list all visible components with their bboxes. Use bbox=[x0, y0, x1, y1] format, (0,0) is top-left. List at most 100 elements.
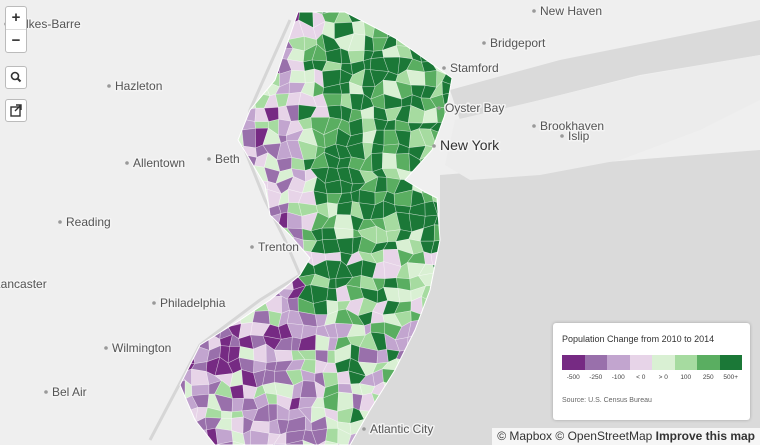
municipality bbox=[231, 84, 243, 98]
municipality bbox=[311, 59, 328, 72]
municipality bbox=[360, 12, 378, 14]
municipality bbox=[396, 12, 410, 27]
municipality bbox=[207, 228, 221, 245]
municipality bbox=[226, 21, 240, 39]
municipality bbox=[459, 0, 471, 15]
municipality bbox=[232, 440, 247, 445]
municipality bbox=[239, 212, 259, 232]
municipality bbox=[230, 272, 242, 288]
municipality bbox=[251, 0, 268, 10]
municipality bbox=[418, 12, 434, 16]
municipality bbox=[255, 214, 268, 232]
municipality bbox=[401, 94, 413, 108]
zoom-out[interactable]: − bbox=[6, 29, 26, 52]
municipality bbox=[370, 241, 389, 255]
zoom-in[interactable]: + bbox=[11, 9, 21, 26]
municipality bbox=[314, 359, 329, 374]
municipality bbox=[370, 79, 385, 100]
legend-bin: -500 bbox=[562, 355, 585, 381]
municipality bbox=[255, 127, 269, 149]
share-button[interactable] bbox=[5, 99, 27, 122]
municipality bbox=[313, 299, 328, 315]
municipality bbox=[304, 68, 315, 84]
municipality bbox=[324, 179, 343, 194]
municipality bbox=[302, 176, 318, 194]
municipality bbox=[204, 68, 223, 83]
municipality bbox=[263, 152, 281, 172]
place-dot bbox=[125, 161, 129, 165]
municipality bbox=[315, 334, 330, 351]
municipality bbox=[372, 129, 385, 146]
municipality bbox=[350, 182, 367, 194]
municipality bbox=[214, 80, 233, 98]
place-label: Brookhaven bbox=[540, 119, 604, 133]
legend-swatch bbox=[584, 355, 607, 370]
municipality bbox=[362, 12, 377, 22]
municipality bbox=[419, 240, 435, 255]
municipality bbox=[180, 217, 193, 229]
municipality bbox=[229, 31, 243, 51]
municipality bbox=[327, 278, 337, 289]
municipality bbox=[346, 12, 363, 13]
municipality bbox=[191, 32, 205, 50]
legend-swatch bbox=[629, 355, 652, 370]
place-label: Hazleton bbox=[115, 79, 162, 93]
municipality bbox=[323, 127, 339, 149]
municipality bbox=[238, 272, 257, 292]
municipality bbox=[376, 286, 388, 304]
municipality bbox=[250, 334, 267, 350]
place-dot bbox=[207, 157, 211, 161]
municipality bbox=[327, 350, 336, 364]
municipality bbox=[394, 310, 412, 328]
municipality bbox=[191, 393, 210, 408]
place-label: Stamford bbox=[450, 61, 499, 75]
mapbox-credit[interactable]: © Mapbox bbox=[497, 429, 553, 443]
municipality bbox=[218, 91, 233, 110]
legend-label: -500 bbox=[566, 374, 580, 381]
place-label: Atlantic City bbox=[370, 422, 433, 436]
municipality bbox=[240, 249, 254, 264]
municipality bbox=[194, 68, 211, 83]
osm-credit[interactable]: © OpenStreetMap bbox=[555, 429, 653, 443]
municipality bbox=[231, 47, 244, 64]
municipality bbox=[407, 12, 422, 16]
municipality bbox=[351, 20, 366, 36]
municipality bbox=[382, 12, 398, 25]
legend-label: 100 bbox=[680, 374, 692, 381]
legend-swatch bbox=[697, 355, 720, 370]
legend-label: -100 bbox=[611, 374, 625, 381]
legend-swatch bbox=[607, 355, 630, 370]
municipality bbox=[430, 46, 448, 62]
municipality bbox=[180, 68, 184, 86]
municipality bbox=[370, 49, 384, 59]
municipality bbox=[191, 46, 207, 65]
municipality bbox=[180, 242, 184, 256]
municipality bbox=[337, 407, 354, 424]
municipality bbox=[237, 12, 258, 28]
legend-bin: 250 bbox=[697, 355, 720, 381]
municipality bbox=[184, 108, 197, 124]
municipality bbox=[239, 84, 256, 96]
municipality bbox=[193, 140, 211, 159]
municipality bbox=[408, 36, 420, 47]
improve-link[interactable]: Improve this map bbox=[655, 429, 755, 443]
place-label: Oyster Bay bbox=[445, 101, 504, 115]
municipality bbox=[310, 415, 328, 432]
municipality bbox=[180, 225, 196, 244]
municipality bbox=[194, 155, 211, 169]
municipality bbox=[325, 415, 339, 429]
municipality bbox=[424, 168, 436, 183]
municipality bbox=[299, 380, 318, 399]
municipality bbox=[460, 34, 473, 50]
municipality bbox=[340, 179, 353, 194]
search-button[interactable] bbox=[5, 66, 27, 89]
municipality bbox=[203, 48, 221, 61]
municipality bbox=[202, 12, 222, 16]
place-dot bbox=[437, 106, 441, 110]
municipality bbox=[215, 213, 234, 230]
municipality bbox=[418, 36, 439, 51]
municipality bbox=[418, 122, 439, 130]
municipality bbox=[242, 57, 257, 75]
municipality bbox=[298, 12, 314, 13]
